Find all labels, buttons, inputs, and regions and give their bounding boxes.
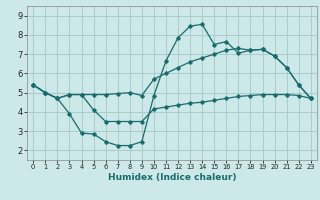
X-axis label: Humidex (Indice chaleur): Humidex (Indice chaleur) <box>108 173 236 182</box>
